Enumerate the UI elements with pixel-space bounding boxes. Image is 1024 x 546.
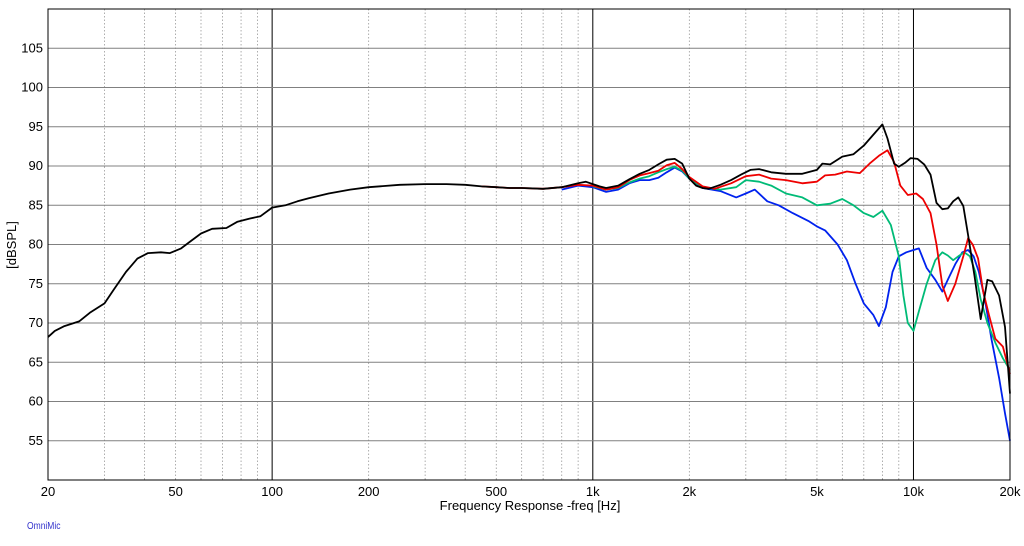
- x-tick-label: 10k: [903, 484, 924, 499]
- series-layer: [47, 123, 1011, 441]
- y-tick-label: 70: [29, 315, 43, 330]
- plot-frame: [47, 8, 1011, 481]
- x-tick-label: 500: [485, 484, 507, 499]
- x-tick-label: 2k: [682, 484, 696, 499]
- y-tick-label: 95: [29, 119, 43, 134]
- grid: [48, 9, 1010, 480]
- x-tick-label: 20: [41, 484, 55, 499]
- y-tick-label: 100: [21, 80, 43, 95]
- y-axis-label: [dBSPL]: [4, 221, 19, 269]
- x-tick-label: 20k: [1000, 484, 1021, 499]
- y-tick-label: 105: [21, 40, 43, 55]
- x-tick-label: 200: [358, 484, 380, 499]
- y-tick-label: 60: [29, 394, 43, 409]
- green-response-line: [592, 165, 1011, 371]
- y-tick-label: 65: [29, 354, 43, 369]
- x-tick-label: 100: [261, 484, 283, 499]
- y-tick-label: 80: [29, 237, 43, 252]
- x-tick-label: 5k: [810, 484, 824, 499]
- black-response-line: [47, 123, 1011, 394]
- red-response-line: [481, 149, 1011, 375]
- y-tick-label: 85: [29, 197, 43, 212]
- x-axis-label: Frequency Response -freq [Hz]: [440, 498, 621, 513]
- y-tick-label: 75: [29, 276, 43, 291]
- y-tick-label: 55: [29, 433, 43, 448]
- x-tick-label: 50: [168, 484, 182, 499]
- omnimic-watermark: OmniMic: [27, 521, 61, 532]
- y-tick-label: 90: [29, 158, 43, 173]
- tick-labels: 55 60 65 70 75 80 85 90 95 100 105 20 50 100 200 500 1k 2…: [21, 40, 1021, 499]
- x-tick-label: 1k: [586, 484, 600, 499]
